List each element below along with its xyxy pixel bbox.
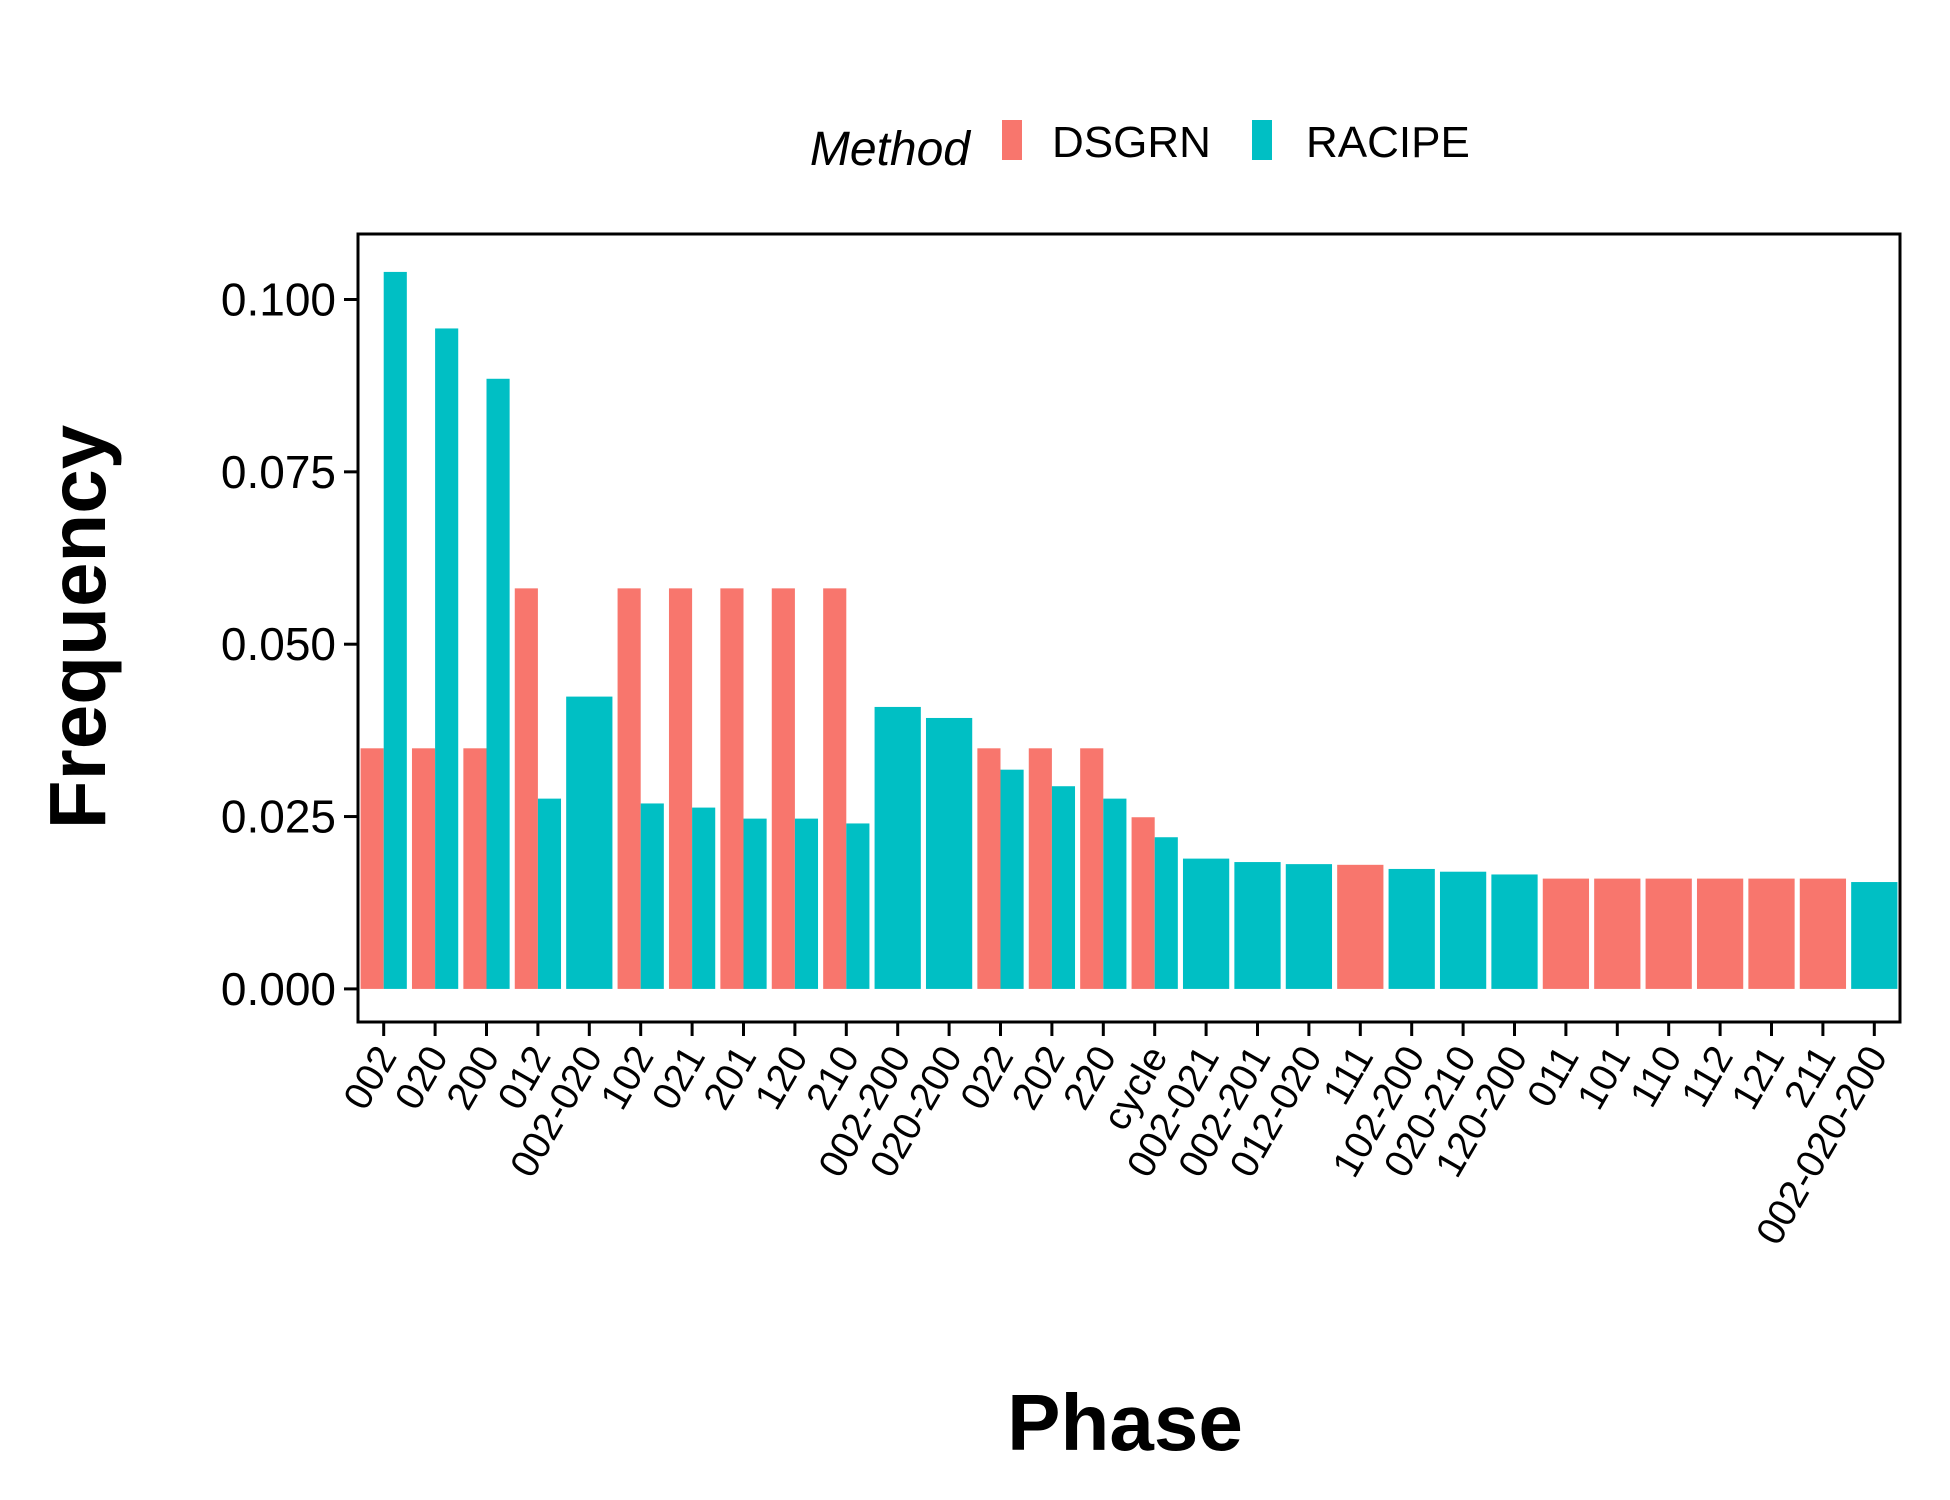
x-axis: 002020200012002-020102021201120210002-20…	[336, 1022, 1896, 1252]
y-axis-title: Frequency	[33, 424, 122, 829]
legend-swatch-racipe	[1252, 120, 1272, 160]
bar-racipe-002-021	[1182, 858, 1230, 989]
bar-racipe-120	[794, 818, 819, 989]
bar-dsgrn-002	[360, 748, 384, 989]
bar-dsgrn-111	[1337, 864, 1384, 989]
plot-panel-border	[356, 232, 1902, 1024]
bar-racipe-020-210	[1439, 871, 1487, 989]
bar-racipe-012	[537, 798, 562, 989]
bar-dsgrn-011	[1542, 878, 1590, 989]
bar-racipe-002-201	[1234, 862, 1281, 989]
x-tick-label-121: 121	[1724, 1039, 1794, 1117]
x-tick-label-202: 202	[1004, 1039, 1074, 1117]
bar-dsgrn-102	[617, 588, 641, 989]
bar-dsgrn-cycle	[1131, 817, 1155, 989]
bar-racipe-200	[486, 378, 510, 989]
x-tick-label-011: 011	[1519, 1039, 1587, 1114]
bar-racipe-201	[743, 818, 767, 989]
x-tick-label-020: 020	[387, 1039, 457, 1117]
x-tick-label-102: 102	[593, 1039, 663, 1117]
bar-dsgrn-210	[823, 588, 847, 989]
y-tick-label-0: 0.000	[221, 963, 336, 1015]
legend-swatch-dsgrn	[1002, 120, 1022, 160]
bar-racipe-210	[846, 823, 870, 989]
legend-title: Method	[810, 123, 971, 176]
bar-dsgrn-200	[463, 748, 487, 989]
y-tick-label-2: 0.050	[221, 618, 336, 670]
x-tick-label-002: 002	[336, 1039, 406, 1117]
bar-dsgrn-121	[1748, 878, 1795, 989]
bar-racipe-002-020	[566, 696, 613, 989]
bar-dsgrn-012	[514, 588, 538, 989]
bar-racipe-102	[640, 803, 664, 989]
bar-racipe-022	[1000, 769, 1024, 989]
bar-racipe-102-200	[1388, 868, 1435, 989]
x-tick-label-120: 120	[747, 1039, 817, 1117]
legend-label-dsgrn: DSGRN	[1052, 118, 1211, 167]
bar-dsgrn-021	[668, 588, 693, 989]
y-axis: 0.000 0.025 0.050 0.075 0.100	[221, 273, 358, 1015]
x-axis-title: Phase	[1007, 1378, 1243, 1467]
bar-racipe-cycle	[1154, 837, 1178, 989]
x-tick-label-021: 021	[644, 1039, 714, 1117]
bar-dsgrn-120	[771, 588, 795, 989]
y-tick-label-4: 0.100	[221, 273, 336, 325]
bar-dsgrn-112	[1696, 878, 1744, 989]
bar-dsgrn-220	[1080, 748, 1104, 989]
bar-dsgrn-201	[720, 588, 744, 989]
bars	[360, 271, 1898, 989]
bar-racipe-012-020	[1285, 864, 1333, 989]
bar-racipe-021	[692, 807, 716, 989]
bar-racipe-020-200	[925, 717, 973, 989]
legend-label-racipe: RACIPE	[1306, 118, 1470, 167]
bar-racipe-202	[1051, 786, 1076, 989]
legend: Method DSGRN RACIPE	[810, 118, 1470, 176]
bar-racipe-020	[435, 328, 459, 989]
bar-racipe-120-200	[1491, 874, 1538, 989]
bar-dsgrn-110	[1645, 878, 1692, 989]
bar-dsgrn-211	[1799, 878, 1847, 989]
bar-racipe-002	[383, 271, 407, 989]
x-tick-label-022: 022	[953, 1039, 1023, 1117]
y-tick-label-1: 0.025	[221, 791, 336, 843]
bar-dsgrn-020	[411, 748, 436, 989]
bar-racipe-002-200	[874, 706, 921, 989]
x-tick-label-110: 110	[1622, 1039, 1690, 1114]
bar-racipe-220	[1103, 798, 1127, 989]
bar-racipe-002-020-200	[1851, 882, 1898, 989]
x-tick-label-101: 101	[1569, 1039, 1639, 1117]
bar-dsgrn-202	[1028, 748, 1052, 989]
x-tick-label-201: 201	[696, 1039, 766, 1117]
x-tick-label-112: 112	[1674, 1039, 1742, 1114]
bar-dsgrn-101	[1594, 878, 1641, 989]
x-tick-label-200: 200	[439, 1039, 509, 1117]
y-tick-label-3: 0.075	[221, 446, 336, 498]
bar-dsgrn-022	[977, 748, 1001, 989]
